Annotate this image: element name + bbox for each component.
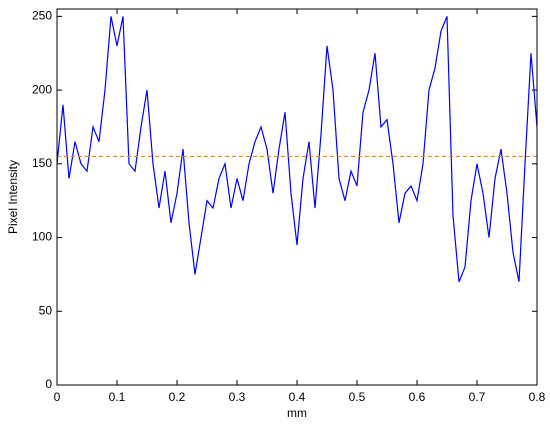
y-tick-label: 250 — [32, 9, 52, 23]
plot-frame — [56, 8, 538, 386]
x-tick-label: 0.6 — [409, 390, 426, 404]
x-tick-label: 0 — [54, 390, 61, 404]
x-tick-label: 0.4 — [289, 390, 306, 404]
x-axis-label: mm — [287, 406, 307, 420]
x-tick-label: 0.5 — [349, 390, 366, 404]
x-tick-label: 0.7 — [469, 390, 486, 404]
y-axis-label: Pixel Intensity — [6, 160, 20, 234]
x-tick-label: 0.8 — [529, 390, 546, 404]
y-tick-label: 50 — [39, 303, 53, 317]
x-tick-label: 0.3 — [229, 390, 246, 404]
y-tick-label: 150 — [32, 156, 52, 170]
y-tick-label: 100 — [32, 230, 52, 244]
y-tick-label: 200 — [32, 82, 52, 96]
y-tick-label: 0 — [45, 377, 52, 391]
x-tick-label: 0.1 — [109, 390, 126, 404]
x-tick-label: 0.2 — [169, 390, 186, 404]
